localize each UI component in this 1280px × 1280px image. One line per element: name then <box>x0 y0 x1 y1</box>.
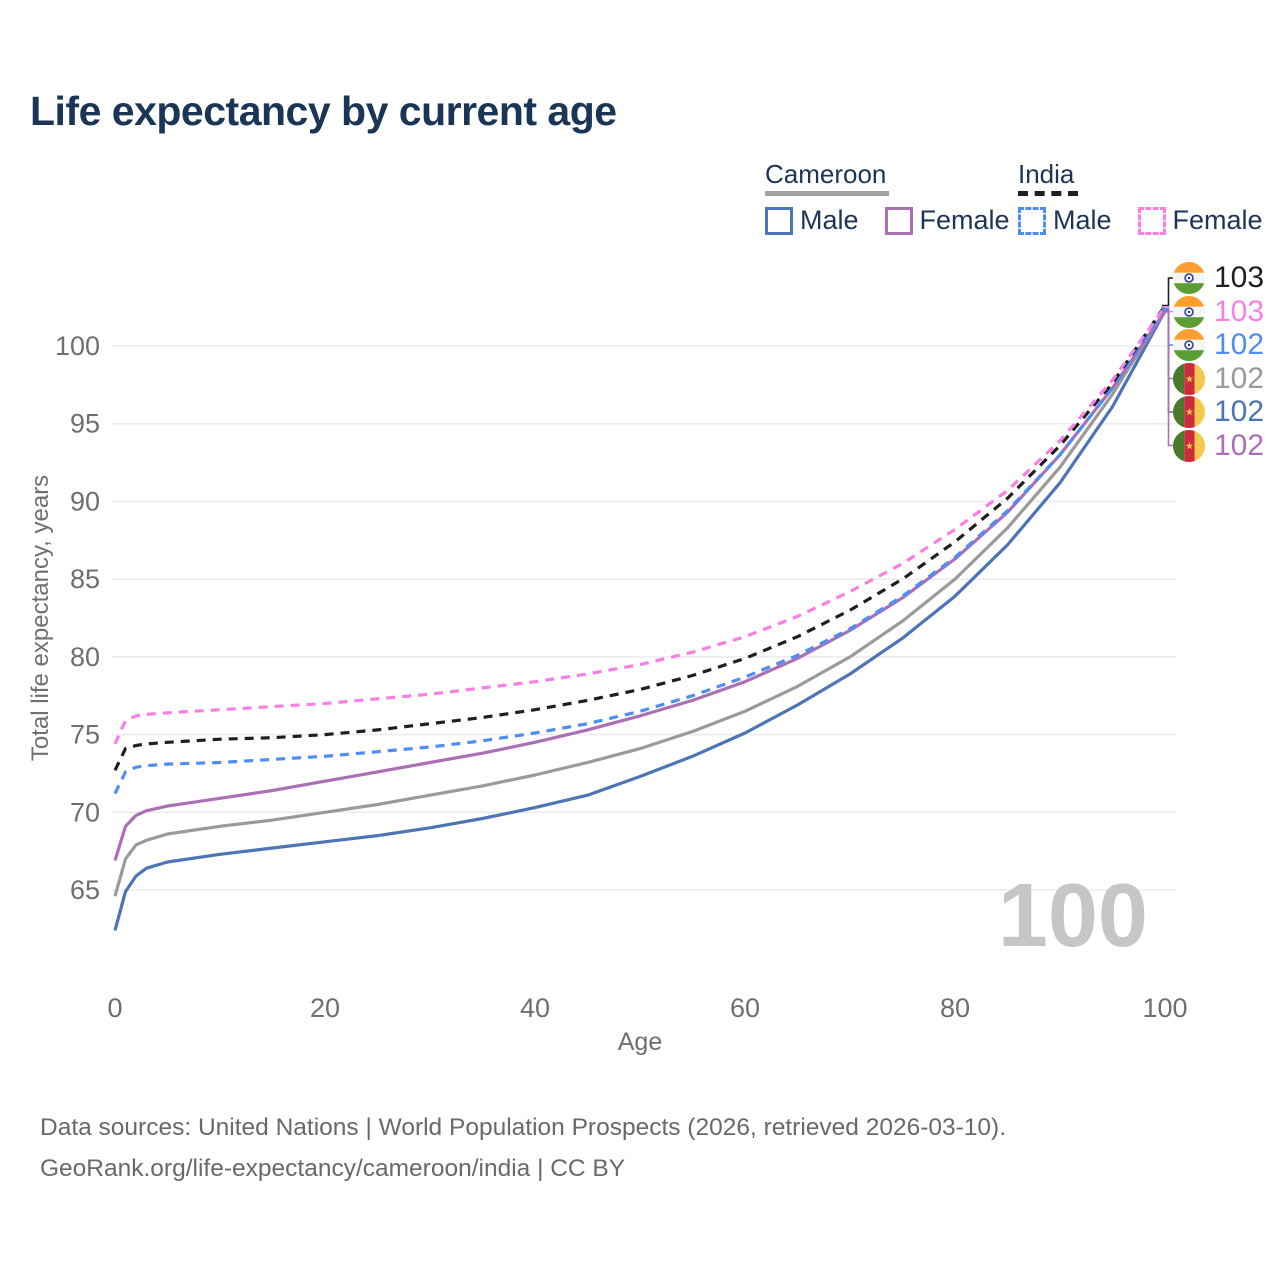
legend-item-label: Female <box>919 205 1010 235</box>
end-label-value: 103 <box>1214 294 1265 328</box>
india-dashed-line-swatch <box>1018 191 1078 196</box>
series-line-cameroon-female <box>113 310 1167 861</box>
chart-legend: Cameroon Male Female India Male Female <box>0 160 1280 240</box>
end-label-value: 102 <box>1214 395 1265 428</box>
leader-line-cameroon-female <box>1162 311 1175 447</box>
x-tick-label-0: 0 <box>107 993 122 1023</box>
legend-item-india-male[interactable]: Male <box>1018 205 1112 236</box>
legend-group-india: India Male Female <box>1018 160 1263 236</box>
india-male-swatch-icon <box>1018 206 1046 235</box>
india-flag-icon <box>1172 261 1206 295</box>
cameroon-flag-icon <box>1172 362 1206 395</box>
y-tick-label-85: 85 <box>70 564 100 594</box>
end-label-value: 103 <box>1214 261 1265 294</box>
legend-group-cameroon: Cameroon Male Female <box>765 160 1010 236</box>
x-tick-label-40: 40 <box>520 993 550 1023</box>
legend-item-india-female[interactable]: Female <box>1137 205 1263 236</box>
legend-item-label: Male <box>1053 205 1112 235</box>
legend-item-cameroon-female[interactable]: Female <box>884 205 1010 236</box>
cameroon-solid-line-swatch <box>765 191 889 196</box>
cameroon-female-swatch-icon <box>884 206 913 235</box>
x-axis-title: Age <box>618 1028 662 1056</box>
series-line-cameroon-male <box>113 310 1167 931</box>
legend-group-india-title: India <box>1018 159 1075 189</box>
india-female-swatch-icon <box>1137 206 1166 235</box>
y-tick-label-65: 65 <box>70 875 100 905</box>
data-sources-text: Data sources: United Nations | World Pop… <box>40 1114 1007 1141</box>
watermark-100: 100 <box>998 866 1148 966</box>
legend-item-cameroon-male[interactable]: Male <box>765 205 859 236</box>
series-line-india-both-sexes <box>113 304 1167 771</box>
series-line-india-female <box>113 305 1167 745</box>
y-tick-label-80: 80 <box>70 642 100 672</box>
end-label-india-male: 102 <box>1172 327 1264 363</box>
series-line-india-male <box>113 307 1167 795</box>
india-flag-icon <box>1172 328 1206 362</box>
legend-group-cameroon-title: Cameroon <box>765 159 887 189</box>
life-expectancy-line-chart: 65 70 75 80 85 90 95 100 0 20 40 60 80 100 Age Total li… <box>27 277 1188 1056</box>
legend-item-label: Female <box>1172 205 1263 235</box>
end-label-cameroon-male: 102 <box>1172 394 1264 430</box>
y-tick-label-100: 100 <box>55 331 100 361</box>
end-label-cameroon-both-sexes: 102 <box>1172 361 1264 397</box>
y-tick-label-70: 70 <box>70 797 100 827</box>
legend-item-label: Male <box>800 205 859 235</box>
end-label-value: 102 <box>1214 328 1265 361</box>
y-tick-label-75: 75 <box>70 720 100 750</box>
end-label-india-female: 103 <box>1172 294 1264 330</box>
cameroon-flag-icon <box>1172 429 1206 462</box>
end-label-value: 102 <box>1214 361 1265 395</box>
cameroon-male-swatch-icon <box>765 206 793 235</box>
leader-line-india-both-sexes <box>1162 277 1175 307</box>
chart-footer: Data sources: United Nations | World Pop… <box>40 1107 1006 1189</box>
y-tick-label-90: 90 <box>70 486 100 516</box>
page-title: Life expectancy by current age <box>30 88 617 134</box>
x-tick-label-100: 100 <box>1142 993 1187 1023</box>
y-axis-title: Total life expectancy, years <box>27 475 54 761</box>
india-flag-icon <box>1172 295 1206 328</box>
cameroon-flag-icon <box>1172 395 1206 429</box>
end-label-value: 102 <box>1214 428 1265 462</box>
x-tick-label-80: 80 <box>940 993 970 1023</box>
end-label-india-both-sexes: 103 <box>1172 260 1264 296</box>
x-tick-label-20: 20 <box>310 993 340 1023</box>
y-tick-label-95: 95 <box>70 409 100 439</box>
attribution-text: GeoRank.org/life-expectancy/cameroon/ind… <box>40 1155 626 1182</box>
end-label-cameroon-female: 102 <box>1172 428 1264 464</box>
x-tick-label-60: 60 <box>730 993 760 1023</box>
series-line-cameroon-both-sexes <box>113 309 1167 897</box>
